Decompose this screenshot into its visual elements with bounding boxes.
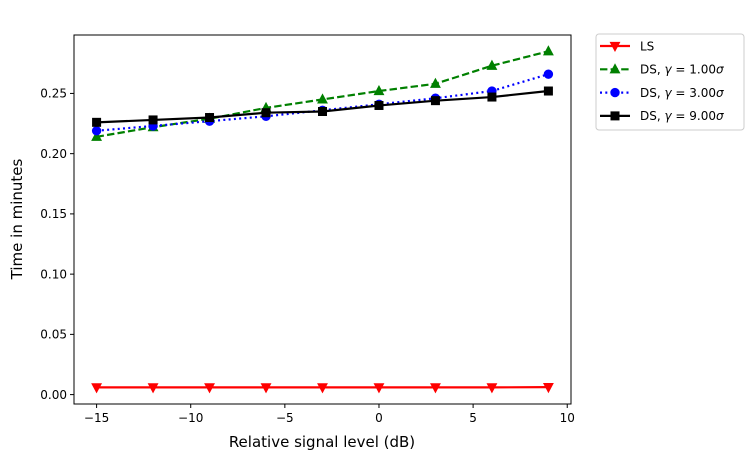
x-tick-label: −15 — [84, 411, 109, 425]
series-2-point — [486, 59, 498, 70]
plot-frame — [73, 34, 572, 405]
legend-label: DS, γ = 9.00σ — [640, 109, 724, 123]
series-1-point — [91, 383, 103, 394]
series-4-point — [430, 96, 440, 106]
series-4-point — [543, 86, 553, 96]
series-1 — [91, 383, 554, 394]
series-4 — [92, 86, 553, 127]
x-axis-label: Relative signal level (dB) — [229, 433, 415, 451]
y-tick-label: 0.00 — [40, 388, 67, 402]
series-1-point — [147, 383, 159, 394]
legend-label: LS — [640, 39, 654, 53]
series-4-point — [374, 100, 384, 110]
x-tick-label: 0 — [375, 411, 383, 425]
series-3-point — [543, 69, 554, 79]
x-tick-label: −5 — [276, 411, 294, 425]
x-tick-label: 10 — [560, 411, 575, 425]
series-3-point — [91, 126, 102, 136]
series-4-point — [205, 113, 215, 123]
series-4-point — [487, 92, 497, 102]
series-4-point — [148, 115, 158, 125]
series-4-point — [261, 108, 271, 118]
series-3-line — [96, 73, 549, 132]
legend-swatch-marker — [610, 111, 620, 121]
series-1-point — [204, 383, 215, 394]
legend: LS DS, γ = 1.00σ DS, γ = 3.00σ DS, γ = 9.00… — [595, 33, 745, 131]
series-1-point — [542, 383, 554, 394]
y-tick-label: 0.20 — [40, 147, 67, 161]
y-tick-label: 0.10 — [40, 267, 67, 281]
series-2-point — [91, 130, 103, 141]
series-4-point — [318, 106, 327, 116]
y-axis: 0.00 0.05 0.10 0.15 0.20 0.25 — [40, 87, 74, 402]
x-tick-label: 5 — [469, 411, 477, 425]
series-1-point — [430, 383, 441, 394]
series-1-point — [486, 383, 498, 394]
series-2-point — [317, 93, 328, 104]
y-tick-label: 0.05 — [40, 328, 67, 342]
y-axis-label: Time in minutes — [8, 158, 26, 280]
legend-label: DS, γ = 1.00σ — [640, 63, 724, 77]
series-2-point — [373, 84, 385, 96]
y-tick-label: 0.25 — [40, 87, 67, 101]
legend-swatch-marker — [609, 41, 621, 53]
x-tick-label: −10 — [178, 411, 203, 425]
series-1-point — [373, 383, 385, 394]
legend-swatch-marker — [609, 63, 621, 74]
series-2-point — [430, 77, 441, 88]
series-4-point — [92, 117, 102, 127]
legend-label: DS, γ = 3.00σ — [640, 86, 724, 100]
legend-box — [595, 33, 745, 131]
x-axis: −15 −10 −5 0 5 10 — [84, 404, 575, 425]
series-1-point — [317, 383, 328, 394]
y-tick-label: 0.15 — [40, 207, 67, 221]
series-2-point — [542, 45, 554, 56]
data-marks — [91, 45, 554, 394]
legend-swatch-marker — [610, 87, 620, 98]
series-1-point — [260, 383, 272, 394]
